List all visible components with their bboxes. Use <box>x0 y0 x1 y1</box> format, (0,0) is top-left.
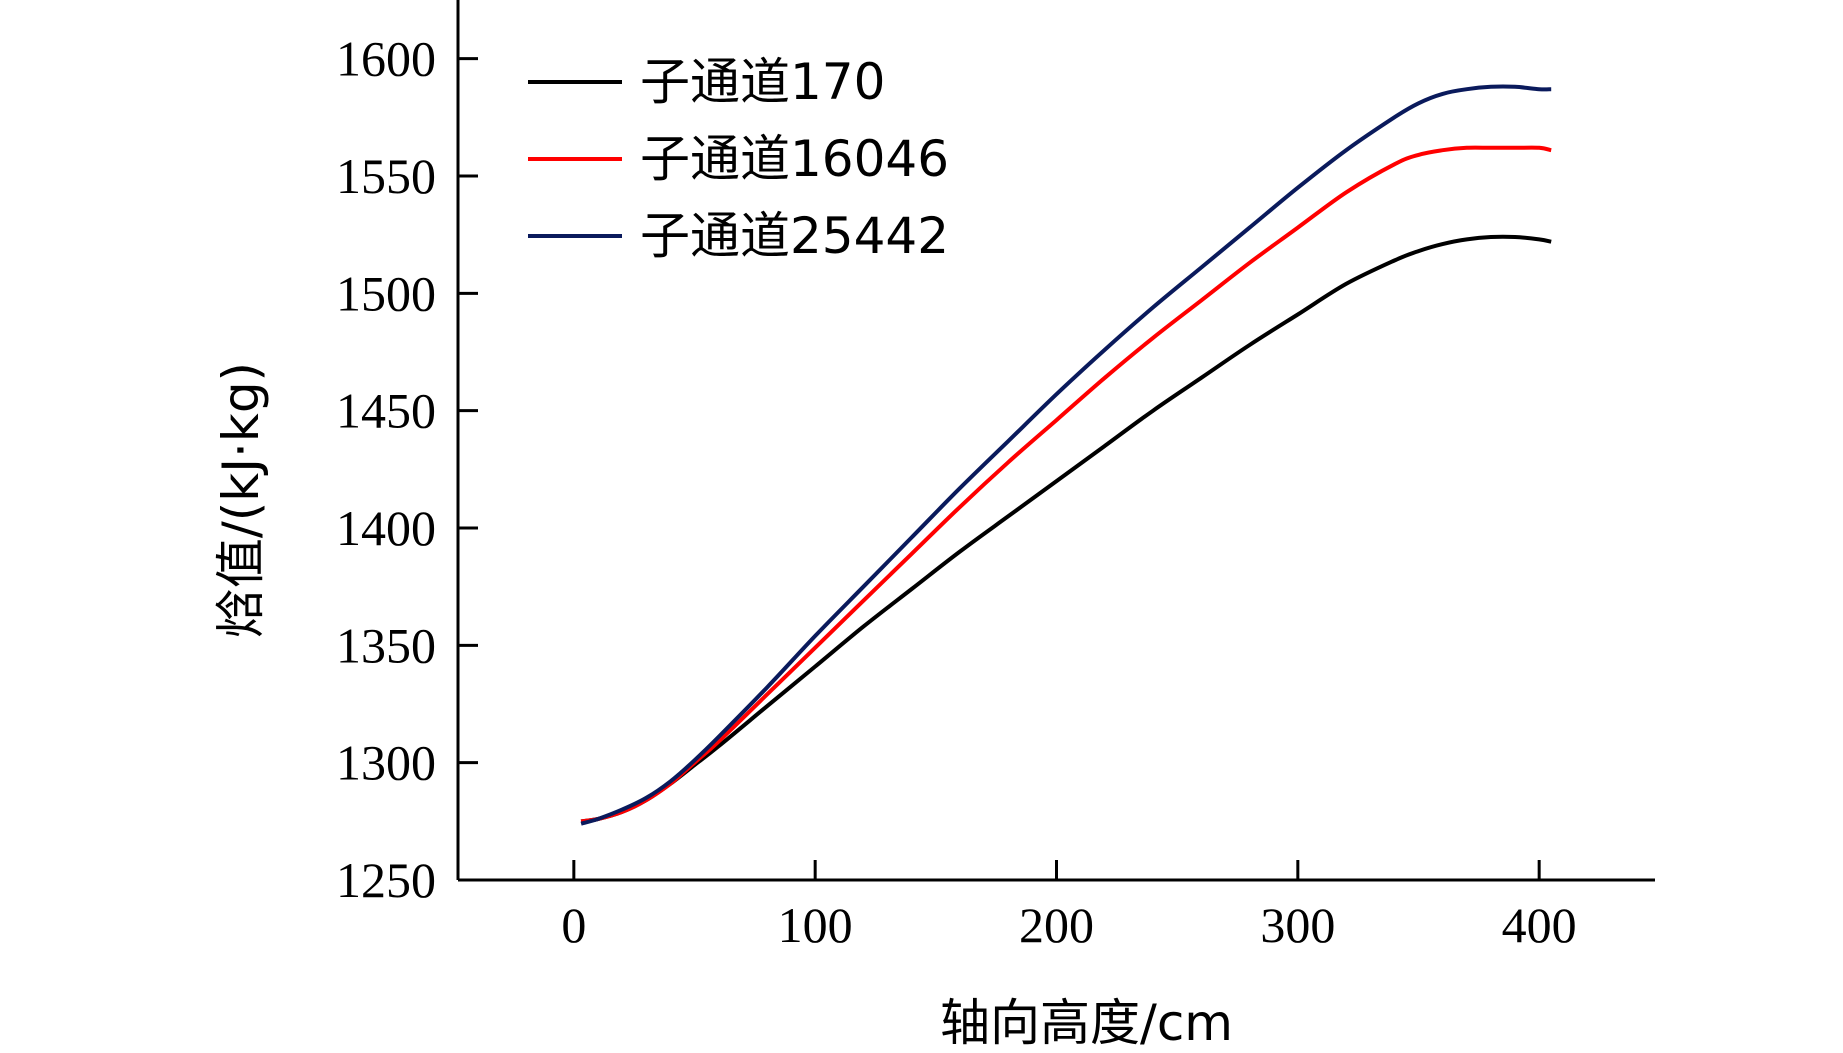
legend-label-2: 子通道16046 <box>640 130 949 188</box>
x-tick-label: 0 <box>561 897 586 953</box>
legend-label-1: 子通道170 <box>640 53 885 111</box>
y-tick-label: 1550 <box>336 148 436 204</box>
x-tick-label: 100 <box>778 897 853 953</box>
y-tick-label: 1250 <box>336 852 436 908</box>
x-tick-label: 200 <box>1019 897 1094 953</box>
y-tick-label: 1450 <box>336 383 436 439</box>
plot-lines <box>580 84 1552 826</box>
y-tick-label: 1400 <box>336 500 436 556</box>
y-tick-label: 1600 <box>336 31 436 87</box>
y-tick-label: 1350 <box>336 617 436 673</box>
axes: 1250 1300 1350 1400 1450 1500 1550 1600 0 100 200 3… <box>336 0 1655 953</box>
y-axis-label: 焓值/(kJ·kg) <box>212 362 270 638</box>
series-line-3 <box>580 84 1552 826</box>
y-tick-label: 1500 <box>336 265 436 321</box>
x-axis-label: 轴向高度/cm <box>940 994 1233 1052</box>
x-tick-label: 300 <box>1260 897 1335 953</box>
legend-label-3: 子通道25442 <box>640 207 949 265</box>
legend: 子通道170 子通道16046 子通道25442 <box>528 53 949 265</box>
y-tick-label: 1300 <box>336 735 436 791</box>
x-tick-label: 400 <box>1502 897 1577 953</box>
